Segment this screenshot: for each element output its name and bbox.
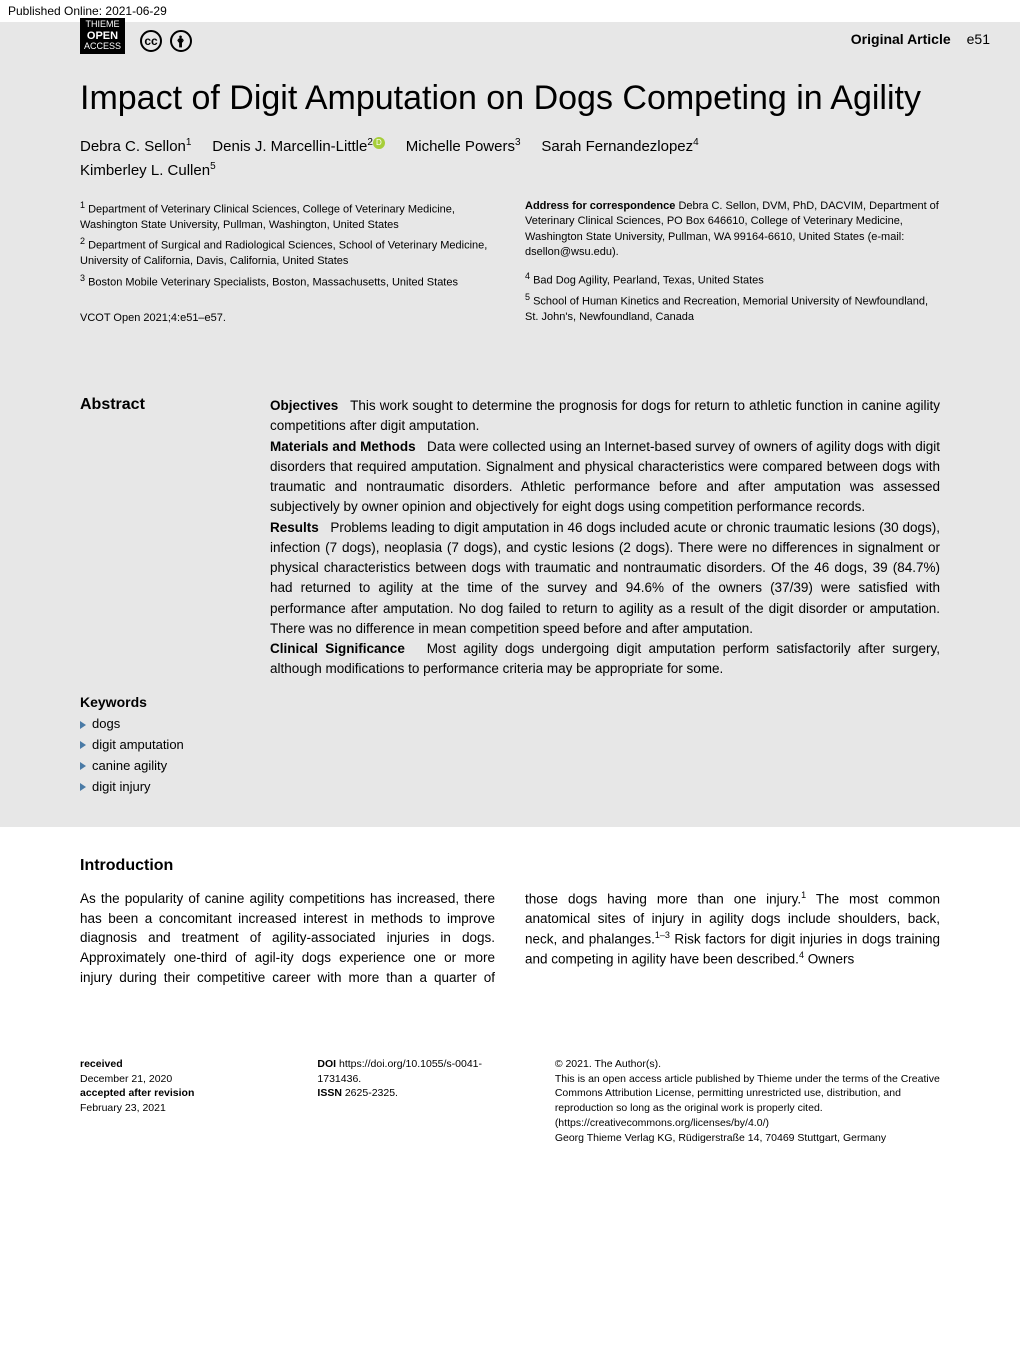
page-number: e51: [967, 31, 990, 47]
affiliation-text: Boston Mobile Veterinary Specialists, Bo…: [88, 276, 458, 288]
keyword-item: digit injury: [80, 777, 240, 798]
main-content: Impact of Digit Amputation on Dogs Compe…: [0, 58, 1020, 827]
significance-label: Clinical Significance: [270, 641, 405, 656]
author-name: Debra C. Sellon: [80, 138, 186, 155]
author-affil-sup: 3: [515, 137, 521, 148]
keyword-arrow-icon: [80, 741, 86, 749]
author: Michelle Powers3: [406, 138, 521, 155]
author-name: Denis J. Marcellin-Little: [212, 138, 367, 155]
keyword-text: digit amputation: [92, 737, 184, 752]
keyword-item: dogs: [80, 714, 240, 735]
author: Sarah Fernandezlopez4: [541, 138, 698, 155]
article-type-wrap: Original Article e51: [851, 31, 990, 49]
footer-license: © 2021. The Author(s). This is an open a…: [555, 1057, 940, 1145]
keyword-text: dogs: [92, 716, 120, 731]
objectives-text: This work sought to determine the progno…: [270, 398, 940, 433]
author-affil-sup: 4: [693, 137, 699, 148]
affiliation-text: Bad Dog Agility, Pearland, Texas, United…: [533, 275, 764, 287]
authors-block: Debra C. Sellon1 Denis J. Marcellin-Litt…: [80, 135, 940, 199]
orcid-icon: D: [373, 137, 385, 149]
author-name: Kimberley L. Cullen: [80, 162, 210, 179]
correspondence: Address for correspondence Debra C. Sell…: [525, 199, 940, 261]
affiliations-right: Address for correspondence Debra C. Sell…: [525, 199, 940, 356]
keyword-item: digit amputation: [80, 735, 240, 756]
introduction-heading: Introduction: [80, 857, 940, 875]
author: Denis J. Marcellin-Little2D: [212, 138, 385, 155]
author-affil-sup: 1: [186, 137, 192, 148]
objectives-label: Objectives: [270, 398, 338, 413]
header-bar: THIEME OPEN ACCESS cc 🛉 Original Article…: [0, 22, 1020, 58]
license-text: This is an open access article published…: [555, 1072, 940, 1131]
publisher-line: Georg Thieme Verlag KG, Rüdigerstraße 14…: [555, 1131, 940, 1146]
doi-label: DOI: [317, 1058, 336, 1070]
published-online-line: Published Online: 2021-06-29: [0, 0, 1020, 22]
affiliations-block: 1 Department of Veterinary Clinical Scie…: [80, 199, 940, 376]
doi-value: https://doi.org/10.1055/s-0041-1731436.: [317, 1058, 482, 1085]
accepted-date: February 23, 2021: [80, 1101, 287, 1116]
copyright-line: © 2021. The Author(s).: [555, 1057, 940, 1072]
results-text: Problems leading to digit amputation in …: [270, 520, 940, 636]
affiliation: 5 School of Human Kinetics and Recreatio…: [525, 291, 940, 325]
correspondence-label: Address for correspondence: [525, 200, 675, 212]
abstract-heading: Abstract: [80, 396, 240, 414]
keyword-item: canine agility: [80, 756, 240, 777]
results-label: Results: [270, 520, 319, 535]
received-date: December 21, 2020: [80, 1072, 287, 1087]
keyword-text: digit injury: [92, 779, 151, 794]
affiliation: 3 Boston Mobile Veterinary Specialists, …: [80, 272, 495, 291]
introduction-columns: As the popularity of canine agility comp…: [80, 889, 940, 987]
keywords-section: Keywords dogs digit amputation canine ag…: [80, 694, 240, 797]
keyword-arrow-icon: [80, 721, 86, 729]
article-type: Original Article: [851, 31, 951, 47]
received-label: received: [80, 1058, 123, 1070]
footer: received December 21, 2020 accepted afte…: [0, 1027, 1020, 1175]
keyword-arrow-icon: [80, 762, 86, 770]
affiliation-text: School of Human Kinetics and Recreation,…: [525, 296, 928, 323]
intro-para-2d: Owners: [804, 951, 854, 966]
affiliation-text: Department of Veterinary Clinical Scienc…: [80, 203, 455, 230]
affiliation: 2 Department of Surgical and Radiologica…: [80, 235, 495, 269]
abstract-section: Abstract Keywords dogs digit amputation …: [80, 376, 940, 827]
author-affil-sup: 5: [210, 161, 216, 172]
footer-doi: DOI https://doi.org/10.1055/s-0041-17314…: [317, 1057, 524, 1145]
keywords-heading: Keywords: [80, 694, 240, 710]
footer-dates: received December 21, 2020 accepted afte…: [80, 1057, 287, 1145]
keyword-arrow-icon: [80, 783, 86, 791]
abstract-sidebar: Abstract Keywords dogs digit amputation …: [80, 396, 240, 797]
thieme-badge: THIEME OPEN ACCESS: [80, 18, 125, 54]
open-access-logo: THIEME OPEN ACCESS: [80, 18, 125, 54]
affiliation-text: Department of Surgical and Radiological …: [80, 240, 487, 267]
affiliations-left: 1 Department of Veterinary Clinical Scie…: [80, 199, 495, 356]
body-section: Introduction As the popularity of canine…: [0, 827, 1020, 1027]
thieme-text: THIEME: [84, 20, 121, 30]
access-text: ACCESS: [84, 42, 121, 52]
citation-sup: 1–3: [655, 930, 670, 940]
author: Kimberley L. Cullen5: [80, 162, 216, 179]
affiliation: 1 Department of Veterinary Clinical Scie…: [80, 199, 495, 233]
issn-label: ISSN: [317, 1087, 342, 1099]
accepted-label: accepted after revision: [80, 1087, 194, 1099]
methods-label: Materials and Methods: [270, 439, 416, 454]
affiliation: 4 Bad Dog Agility, Pearland, Texas, Unit…: [525, 270, 940, 289]
cc-icon: cc: [140, 30, 162, 52]
author-name: Sarah Fernandezlopez: [541, 138, 693, 155]
author-name: Michelle Powers: [406, 138, 515, 155]
article-title: Impact of Digit Amputation on Dogs Compe…: [80, 58, 940, 135]
abstract-body: Objectives This work sought to determine…: [270, 396, 940, 797]
cc-icons: cc 🛉: [140, 28, 194, 52]
issn-value: 2625-2325.: [345, 1087, 398, 1099]
author: Debra C. Sellon1: [80, 138, 191, 155]
by-icon: 🛉: [170, 30, 192, 52]
keyword-text: canine agility: [92, 758, 167, 773]
citation-line: VCOT Open 2021;4:e51–e57.: [80, 311, 495, 356]
